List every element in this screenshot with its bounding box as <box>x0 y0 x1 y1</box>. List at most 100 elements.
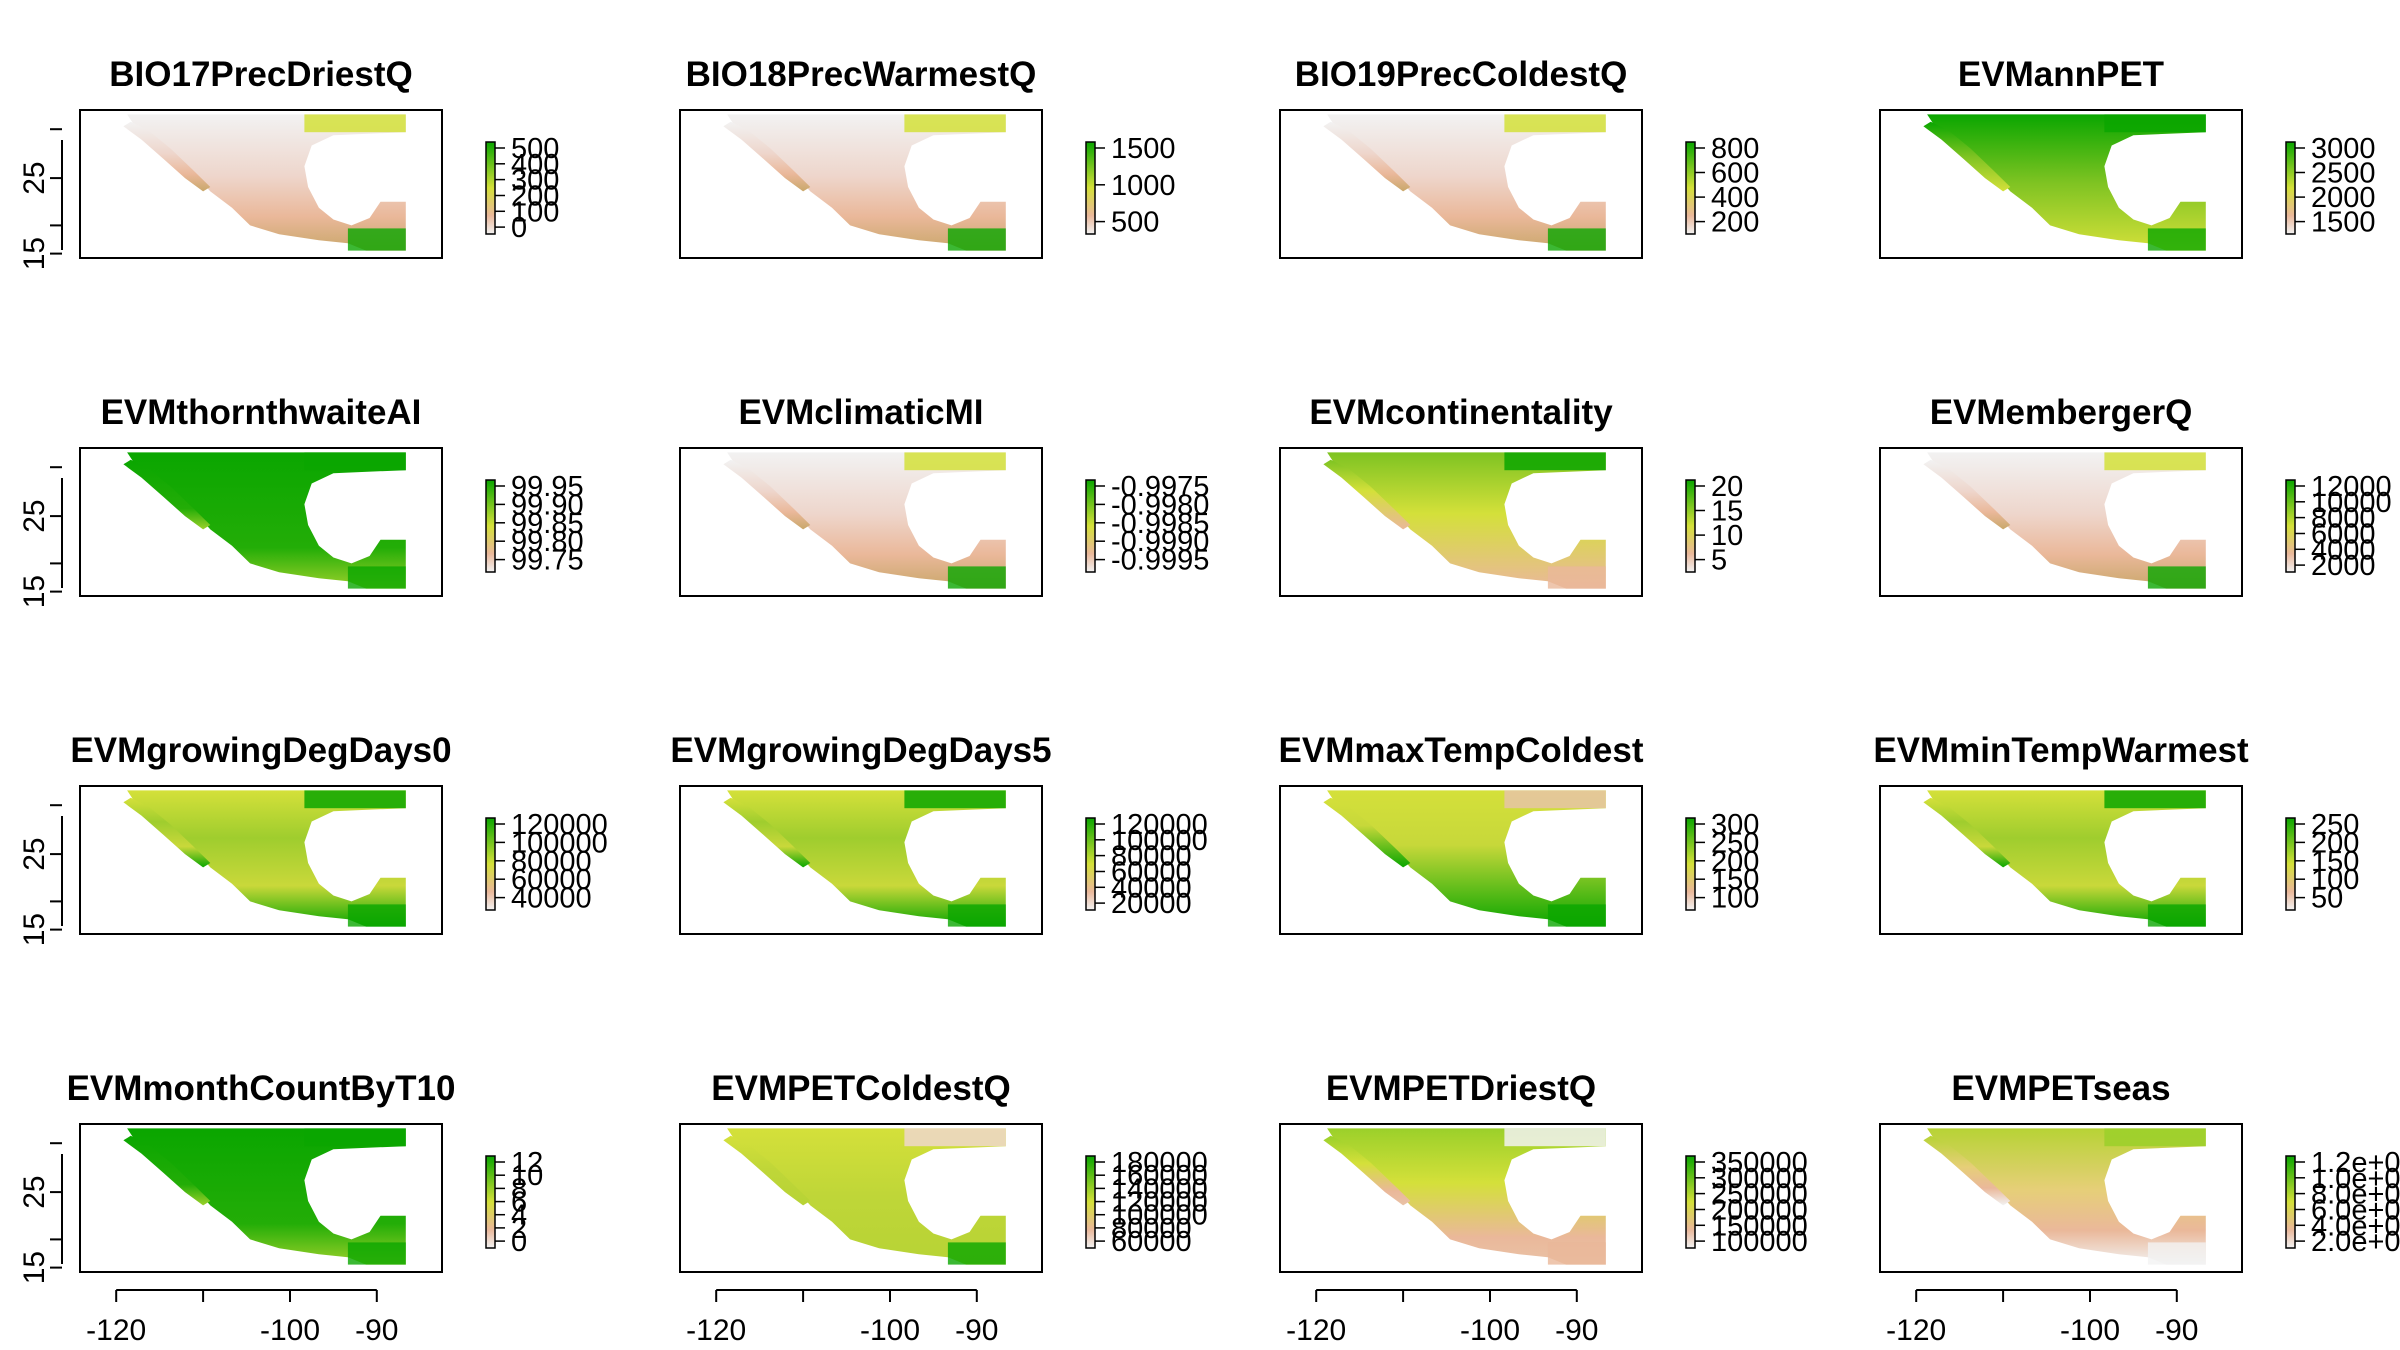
plot-frame <box>79 447 443 597</box>
panel-title: EVMembergerQ <box>1930 393 2193 432</box>
raster-corner <box>2104 114 2206 133</box>
legend-label: 15 <box>1711 496 1743 528</box>
raster-corner <box>904 790 1006 809</box>
raster-baja <box>123 797 211 868</box>
raster-baja <box>1923 121 2011 192</box>
legend-label: 8 <box>511 1173 527 1205</box>
panel-title: EVMPETseas <box>1951 1069 2170 1108</box>
legend-label: 180000 <box>1111 1147 1208 1179</box>
legend-label: 1000 <box>1111 170 1176 202</box>
legend-label: 150 <box>1711 864 1759 896</box>
raster-mainland <box>727 114 1006 251</box>
raster-baja <box>1923 459 2011 530</box>
raster-mainland <box>727 1128 1006 1265</box>
map-panel: BIO18PrecWarmestQ 1500 1000 500 <box>679 55 1176 259</box>
legend-label: 250 <box>1711 827 1759 859</box>
raster-baja <box>723 121 811 192</box>
legend-label: 12000 <box>2311 471 2392 503</box>
panel-title: EVMmonthCountByT10 <box>67 1069 456 1108</box>
legend-label: 1.0e+05 <box>2311 1163 2400 1195</box>
raster-corner <box>304 452 406 471</box>
panel-title: BIO19PrecColdestQ <box>1295 55 1628 94</box>
legend-label: 250000 <box>1711 1179 1808 1211</box>
legend-label: 250 <box>2311 809 2359 841</box>
raster-mainland <box>127 1128 406 1265</box>
legend-label: 5 <box>1711 545 1727 577</box>
raster-south <box>2147 904 2206 927</box>
raster-mainland <box>727 790 1006 927</box>
plot-frame <box>679 109 1043 259</box>
raster-baja <box>723 797 811 868</box>
x-tick-label: -100 <box>2060 1314 2120 1347</box>
raster-mainland <box>1927 452 2206 589</box>
legend-label: 20000 <box>1111 888 1192 920</box>
legend-label: 200 <box>1711 846 1759 878</box>
legend-colorbar <box>1685 479 1696 573</box>
legend-label: 1500 <box>1111 133 1176 165</box>
legend-label: 150000 <box>1711 1210 1808 1242</box>
legend-label: 100000 <box>1711 1226 1808 1258</box>
plot-frame <box>1879 1123 2243 1273</box>
legend-label: -0.9995 <box>1111 545 1209 577</box>
legend-label: 99.80 <box>511 526 584 558</box>
raster-south <box>347 1242 406 1265</box>
legend-label: 100 <box>511 196 559 228</box>
legend-label: 50 <box>2311 883 2343 915</box>
raster-mainland <box>1327 1128 1606 1265</box>
plot-frame <box>79 785 443 935</box>
legend-label: 6.0e+04 <box>2311 1195 2400 1227</box>
legend-colorbar <box>1685 817 1696 911</box>
plot-frame <box>1279 1123 1643 1273</box>
legend-colorbar <box>2285 817 2296 911</box>
panel-title: EVMgrowingDegDays0 <box>70 731 451 770</box>
legend-label: 10000 <box>2311 487 2392 519</box>
legend-label: 120000 <box>1111 1187 1208 1219</box>
panel-title: EVMPETDriestQ <box>1326 1069 1596 1108</box>
plot-frame <box>679 785 1043 935</box>
legend-label: 4000 <box>2311 534 2376 566</box>
legend-label: 100000 <box>1111 825 1208 857</box>
legend-label: 2 <box>511 1213 527 1245</box>
legend-label: 6 <box>511 1187 527 1219</box>
raster-south <box>2147 566 2206 589</box>
legend-label: 0 <box>511 1226 527 1258</box>
map-panel: EVMmonthCountByT10 25 15 -120 -100 -90 1210864… <box>18 1069 543 1347</box>
raster-mainland <box>127 114 406 251</box>
legend-colorbar <box>485 141 496 235</box>
legend-colorbar <box>2285 141 2296 235</box>
legend-label: 2000 <box>2311 550 2376 582</box>
raster-corner <box>2104 452 2206 471</box>
legend-colorbar <box>1685 1155 1696 1249</box>
y-tick-label: 25 <box>18 1175 51 1208</box>
plot-frame <box>1279 785 1643 935</box>
x-tick-label: -90 <box>355 1314 398 1347</box>
legend-label: 80000 <box>511 846 592 878</box>
legend-label: 500 <box>511 133 559 165</box>
plot-frame <box>79 1123 443 1273</box>
legend-label: 10 <box>1711 520 1743 552</box>
x-tick-label: -120 <box>86 1314 146 1347</box>
plot-frame <box>79 109 443 259</box>
raster-baja <box>1323 121 1411 192</box>
raster-south <box>347 228 406 251</box>
legend-label: 1500 <box>2311 207 2376 239</box>
panel-title: EVMannPET <box>1958 55 2164 94</box>
legend-label: 2500 <box>2311 158 2376 190</box>
raster-baja <box>1923 1135 2011 1206</box>
raster-south <box>1547 1242 1606 1265</box>
raster-corner <box>904 114 1006 133</box>
plot-frame <box>1879 785 2243 935</box>
raster-corner <box>1504 790 1606 809</box>
x-tick-label: -100 <box>1460 1314 1520 1347</box>
legend-label: 99.85 <box>511 508 584 540</box>
raster-corner <box>1504 114 1606 133</box>
raster-mainland <box>727 452 1006 589</box>
legend-label: 80000 <box>1111 841 1192 873</box>
legend-label: 99.90 <box>511 489 584 521</box>
x-tick-label: -100 <box>260 1314 320 1347</box>
legend-colorbar <box>2285 479 2296 573</box>
raster-corner <box>1504 1128 1606 1147</box>
